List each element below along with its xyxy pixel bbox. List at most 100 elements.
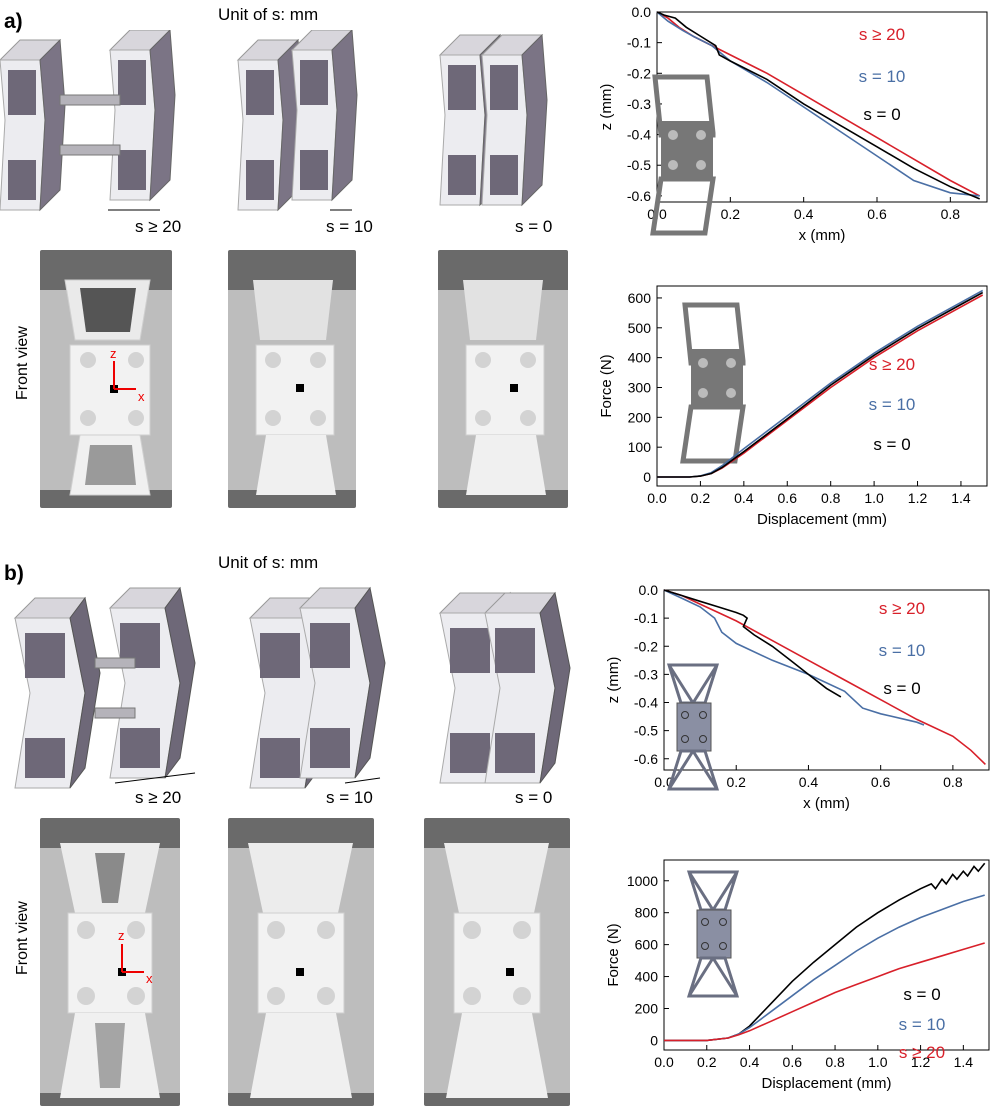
- x-axis-label: Displacement (mm): [761, 1075, 891, 1092]
- legend-entry: s = 0: [863, 105, 900, 124]
- x-tick-label: 0.8: [825, 1054, 845, 1070]
- x-tick-label: 0.2: [721, 206, 741, 222]
- x-tick-label: 0.0: [647, 490, 667, 506]
- front-view-label-b: Front view: [14, 901, 31, 975]
- x-tick-label: 0.6: [871, 774, 891, 790]
- y-tick-label: 200: [635, 1000, 659, 1016]
- unit-cell-inset: [680, 302, 746, 464]
- axis-x-a: x: [138, 389, 145, 404]
- x-tick-label: 0.2: [697, 1054, 717, 1070]
- series-line: [657, 291, 984, 478]
- chart-force-a: 0.0 0.2 0.4 0.6 0.8 1.0 1.2 1.4 0 100 200 300 400 500…: [598, 285, 988, 528]
- legend-entry: s ≥ 20: [879, 599, 925, 618]
- legend-entry: s = 0: [883, 679, 920, 698]
- series-line: [656, 11, 981, 197]
- y-tick-label: -0.1: [634, 610, 658, 626]
- y-tick-label: -0.3: [634, 666, 658, 682]
- y-tick-label: 1000: [627, 873, 658, 889]
- y-tick-label: 200: [628, 409, 652, 425]
- photo-a-3: [438, 250, 568, 508]
- x-tick-label: 0.8: [941, 206, 961, 222]
- unit-note-text-a: Unit of s: mm: [218, 5, 319, 24]
- cad-model-b-s20: [14, 587, 196, 789]
- legend-entry: s = 10: [879, 641, 926, 660]
- legend-entry: s ≥ 20: [869, 355, 915, 374]
- axis-z-a: z: [110, 346, 117, 361]
- x-tick-label: 0.4: [799, 774, 819, 790]
- photo-b-1-art: z x: [40, 818, 180, 1106]
- unit-note-a: Unit of s: mm: [218, 5, 318, 25]
- s-label-a-3: s = 0: [515, 217, 553, 236]
- y-axis-label: Force (N): [605, 923, 622, 986]
- y-tick-label: 0.0: [639, 582, 659, 598]
- y-tick-label: 0.0: [632, 4, 652, 20]
- cad-model-b-s0: [439, 592, 571, 784]
- photo-b-2: [228, 818, 374, 1106]
- s-label-a-2: s = 10: [326, 217, 373, 236]
- unit-note-b: Unit of s: mm: [218, 553, 318, 573]
- unit-cell-inset: [686, 870, 740, 998]
- x-tick-label: 1.0: [868, 1054, 888, 1070]
- legend-entry: s = 0: [873, 435, 910, 454]
- y-tick-label: -0.5: [634, 723, 658, 739]
- y-tick-label: 400: [628, 350, 652, 366]
- series-line: [664, 942, 985, 1042]
- s-label-a-1: s ≥ 20: [135, 217, 182, 236]
- photo-b-1: z x: [40, 818, 180, 1106]
- y-tick-label: 600: [635, 937, 659, 953]
- y-tick-label: 0: [650, 1032, 658, 1048]
- series-line: [656, 11, 981, 200]
- panel-label-a: a): [4, 10, 23, 33]
- x-tick-label: 0.2: [691, 490, 711, 506]
- x-tick-label: 0.6: [783, 1054, 803, 1070]
- x-tick-label: 0.0: [654, 1054, 674, 1070]
- y-tick-label: -0.4: [627, 127, 651, 143]
- y-tick-label: -0.5: [627, 157, 651, 173]
- y-tick-label: -0.6: [634, 751, 658, 767]
- photo-a-2: [228, 250, 356, 508]
- y-tick-label: -0.4: [634, 695, 658, 711]
- plot-frame: [663, 859, 990, 1051]
- cad-models-b: [14, 587, 571, 789]
- photo-a-1: z x: [40, 250, 172, 508]
- photo-a-3-art: [438, 250, 568, 508]
- photo-a-2-art: [228, 250, 356, 508]
- x-tick-label: 1.0: [864, 490, 884, 506]
- y-tick-label: -0.2: [634, 638, 658, 654]
- x-tick-label: 0.8: [943, 774, 963, 790]
- x-tick-label: 0.2: [726, 774, 746, 790]
- y-axis-label: z (mm): [598, 84, 615, 131]
- s-label-b-2: s = 10: [326, 788, 373, 807]
- y-tick-label: 100: [628, 439, 652, 455]
- plot-frame: [656, 285, 988, 487]
- y-axis-label: Force (N): [598, 354, 615, 417]
- unit-cell-inset: [650, 74, 716, 236]
- legend-entry: s = 10: [859, 67, 906, 86]
- x-tick-label: 1.2: [908, 490, 928, 506]
- series-line: [664, 862, 986, 1042]
- unit-cell-inset: [666, 663, 720, 791]
- y-tick-label: 0: [643, 469, 651, 485]
- y-tick-label: -0.6: [627, 188, 651, 204]
- front-view-label-a: Front view: [14, 326, 31, 400]
- series-line: [663, 589, 842, 698]
- legend-entry: s = 10: [869, 395, 916, 414]
- y-axis-label: z (mm): [605, 657, 622, 704]
- legend-entry: s = 10: [899, 1015, 946, 1034]
- y-tick-label: 400: [635, 969, 659, 985]
- y-tick-label: -0.1: [627, 35, 651, 51]
- legend-entry: s ≥ 20: [859, 25, 905, 44]
- legend-entry: s ≥ 20: [899, 1043, 945, 1062]
- x-tick-label: 0.6: [867, 206, 887, 222]
- x-tick-label: 0.4: [740, 1054, 760, 1070]
- series-line: [663, 589, 925, 726]
- x-tick-label: 0.4: [734, 490, 754, 506]
- legend-entry: s = 0: [903, 985, 940, 1004]
- chart-force-b: 0.0 0.2 0.4 0.6 0.8 1.0 1.2 1.4 0 200 400 600 800 100…: [605, 859, 990, 1092]
- y-tick-label: 600: [628, 290, 652, 306]
- plot-frame: [663, 589, 990, 771]
- cad-model-b-s10: [249, 587, 386, 789]
- x-tick-label: 1.2: [911, 1054, 931, 1070]
- x-tick-label: 0.6: [778, 490, 798, 506]
- x-tick-label: 1.4: [954, 1054, 974, 1070]
